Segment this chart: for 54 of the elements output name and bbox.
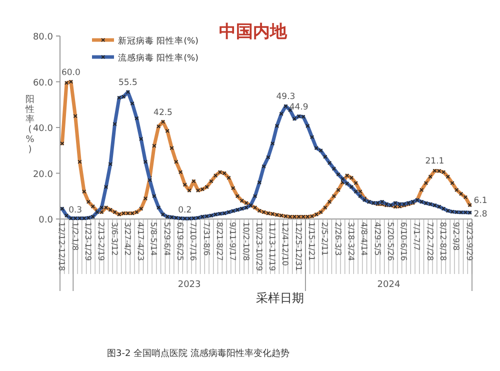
x-tick-label: 7/10-7/16 [188,222,198,261]
text: 2023 [178,280,201,290]
x-tick-label: 3/18-3/24 [346,222,356,261]
x-tick-label: 9/2-9/8 [452,222,461,251]
text: 2024 [377,280,400,290]
y-tick-label: 40.0 [32,124,54,134]
data-label: 42.5 [154,108,172,118]
x-tick-label: 4/8-4/14 [360,222,369,256]
y-tick-label: 60.0 [32,78,54,88]
x-tick-label: 3/6-3/12 [110,222,119,256]
x-tick-label: 7/31-8/6 [202,222,211,256]
x-tick-label: 5/20-5/26 [386,222,395,261]
x-tick-label: 11/13-11/19 [268,222,277,271]
x-tick-label: 12/12-12/18 [57,222,66,271]
data-label: 0.3 [68,205,82,216]
data-label: 6.1 [474,196,488,206]
x-tick-label: 4/29-5/5 [372,222,382,256]
y-tick-label: 0.0 [38,216,54,226]
data-label: 60.0 [61,68,80,78]
legend-label: 流感病毒 阳性率(%) [118,52,198,64]
x-tick-label: 5/8-5/14 [149,222,158,256]
data-label: 55.5 [118,78,138,88]
y-tick-label: 80.0 [32,32,54,42]
x-tick-label: 10/2-10/8 [241,222,250,261]
x-tick-label: 4/17-4/23 [136,222,146,261]
x-tick-label: 6/19-6/25 [176,222,185,261]
data-label: 44.9 [289,102,308,112]
legend-label: 新冠病毒 阳性率(%) [118,36,198,46]
x-tick-label: 10/23-10/29 [254,222,264,271]
x-tick-label: 12/25-12/31 [294,222,303,271]
x-tick-label: 2/13-2/19 [96,222,106,261]
y-tick-label: 20.0 [32,170,54,180]
x-tick-label: 9/23-9/29 [464,222,474,261]
chart-title: 中国内地 [219,22,288,42]
x-tick-label: 8/12-8/18 [438,222,448,261]
data-label: 2.8 [474,210,488,220]
x-tick-label: 7/22-7/28 [425,222,434,261]
x-tick-label: 3/27-4/2 [122,222,132,256]
x-tick-label: 9/11-9/17 [228,222,238,261]
x-tick-label: 1/15-1/21 [307,222,316,261]
x-axis-title: 采样日期 [256,291,304,305]
x-tick-label: 12/4-12/10 [280,222,290,266]
x-tick-label: 5/29-6/4 [162,222,172,256]
data-label: 0.2 [178,206,192,216]
x-tick-label: 8/21-8/27 [214,222,224,261]
x-tick-label: 2/26-3/3 [333,222,342,256]
x-tick-label: 2/5-2/11 [320,222,330,256]
x-tick-label: 7/1-7/7 [412,222,422,251]
y-axis-title: 阳性率(%) [24,95,35,155]
x-tick-label: 1/23-1/29 [83,222,92,261]
data-label: 21.1 [425,156,444,167]
data-label: 49.3 [276,92,296,102]
x-tick-label: 6/10-6/16 [399,222,408,261]
caption: 图3-2 全国哨点医院 流感病毒阳性率变化趋势 [107,348,290,359]
